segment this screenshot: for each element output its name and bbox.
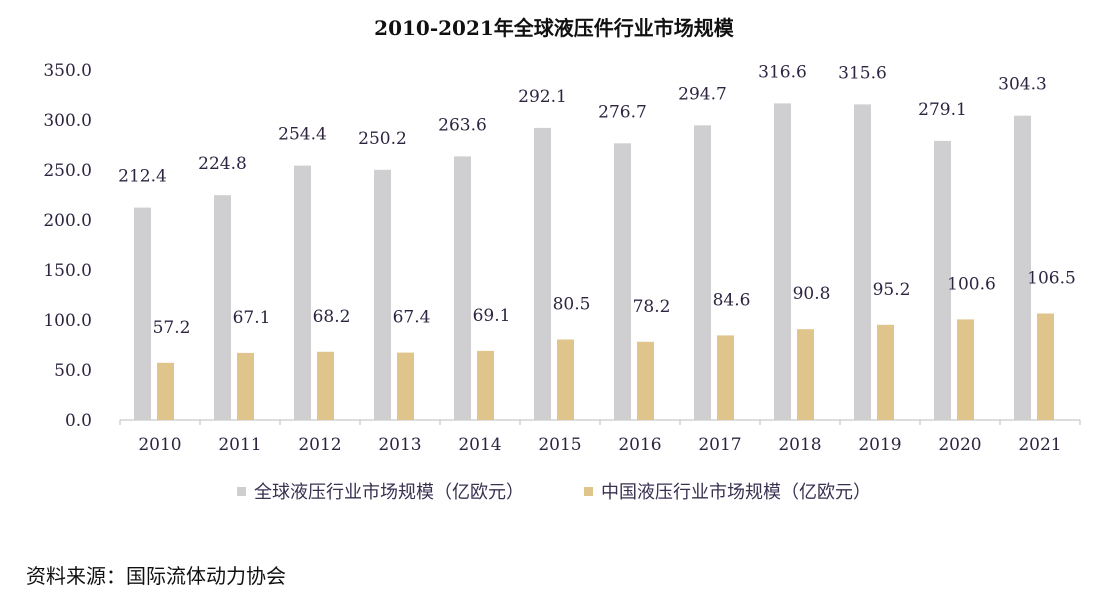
x-tick-label: 2016: [618, 435, 661, 455]
data-label: 78.2: [633, 297, 671, 317]
x-tick-label: 2021: [1018, 435, 1061, 455]
legend-label: 中国液压行业市场规模（亿欧元）: [601, 482, 871, 503]
bar-china: [397, 352, 414, 420]
data-label: 315.6: [838, 63, 887, 83]
x-tick-label: 2019: [858, 435, 901, 455]
data-label: 68.2: [313, 307, 351, 327]
bar-global: [854, 104, 871, 421]
legend-item-global: 全球液压行业市场规模（亿欧元）: [237, 478, 524, 504]
data-label: 100.6: [947, 274, 996, 294]
x-tick-label: 2011: [218, 435, 261, 455]
bar-global: [294, 165, 311, 420]
legend: 全球液压行业市场规模（亿欧元） 中国液压行业市场规模（亿欧元）: [0, 478, 1108, 504]
x-tick-label: 2010: [138, 435, 181, 455]
y-tick-label: 300.0: [43, 111, 92, 131]
y-tick-label: 150.0: [43, 261, 92, 281]
legend-label: 全球液压行业市场规模（亿欧元）: [254, 482, 524, 503]
data-label: 292.1: [518, 87, 567, 107]
x-tick-label: 2014: [458, 435, 501, 455]
x-tick-label: 2012: [298, 435, 341, 455]
data-label: 67.1: [233, 308, 271, 328]
data-label: 294.7: [678, 84, 727, 104]
y-tick-label: 200.0: [43, 211, 92, 231]
bar-china: [237, 352, 254, 420]
bar-china: [477, 350, 494, 420]
bar-global: [614, 143, 631, 421]
legend-swatch: [237, 486, 246, 496]
data-label: 250.2: [358, 129, 407, 149]
bar-china: [157, 362, 174, 420]
data-label: 212.4: [118, 167, 167, 187]
x-tick-label: 2013: [378, 435, 421, 455]
bar-china: [1037, 313, 1054, 420]
bar-global: [934, 140, 951, 420]
data-label: 67.4: [393, 308, 431, 328]
bar-global: [454, 156, 471, 420]
x-tick-label: 2017: [698, 435, 741, 455]
bar-global: [774, 103, 791, 421]
y-tick-label: 0.0: [65, 411, 92, 431]
bar-global: [374, 169, 391, 420]
data-label: 304.3: [998, 75, 1047, 95]
legend-swatch: [584, 486, 593, 496]
y-tick-label: 250.0: [43, 161, 92, 181]
bar-china: [557, 339, 574, 420]
data-label: 69.1: [473, 306, 511, 326]
data-label: 254.4: [278, 125, 327, 145]
bar-china: [717, 335, 734, 420]
x-tick-label: 2020: [938, 435, 981, 455]
data-label: 316.6: [758, 62, 807, 82]
bar-global: [534, 127, 551, 421]
bar-china: [317, 351, 334, 420]
bar-global: [134, 207, 151, 420]
x-tick-label: 2018: [778, 435, 821, 455]
bar-china: [797, 329, 814, 420]
bar-china: [957, 319, 974, 420]
data-label: 90.8: [793, 284, 831, 304]
data-label: 276.7: [598, 102, 647, 122]
data-label: 57.2: [153, 318, 191, 338]
bar-global: [694, 125, 711, 421]
legend-item-china: 中国液压行业市场规模（亿欧元）: [584, 478, 871, 504]
bar-global: [214, 195, 231, 420]
data-label: 80.5: [553, 295, 591, 315]
data-label: 279.1: [918, 100, 967, 120]
y-tick-label: 350.0: [43, 61, 92, 81]
source-note: 资料来源：国际流体动力协会: [26, 564, 286, 588]
data-label: 95.2: [873, 280, 911, 300]
data-label: 263.6: [438, 115, 487, 135]
bar-china: [637, 341, 654, 420]
bar-china: [877, 324, 894, 420]
data-label: 106.5: [1027, 269, 1076, 289]
bar-global: [1014, 115, 1031, 420]
y-tick-label: 50.0: [54, 361, 92, 381]
y-tick-label: 100.0: [43, 311, 92, 331]
data-label: 224.8: [198, 154, 247, 174]
chart-title: 2010-2021年全球液压件行业市场规模: [374, 16, 734, 40]
x-tick-label: 2015: [538, 435, 581, 455]
data-label: 84.6: [713, 290, 751, 310]
